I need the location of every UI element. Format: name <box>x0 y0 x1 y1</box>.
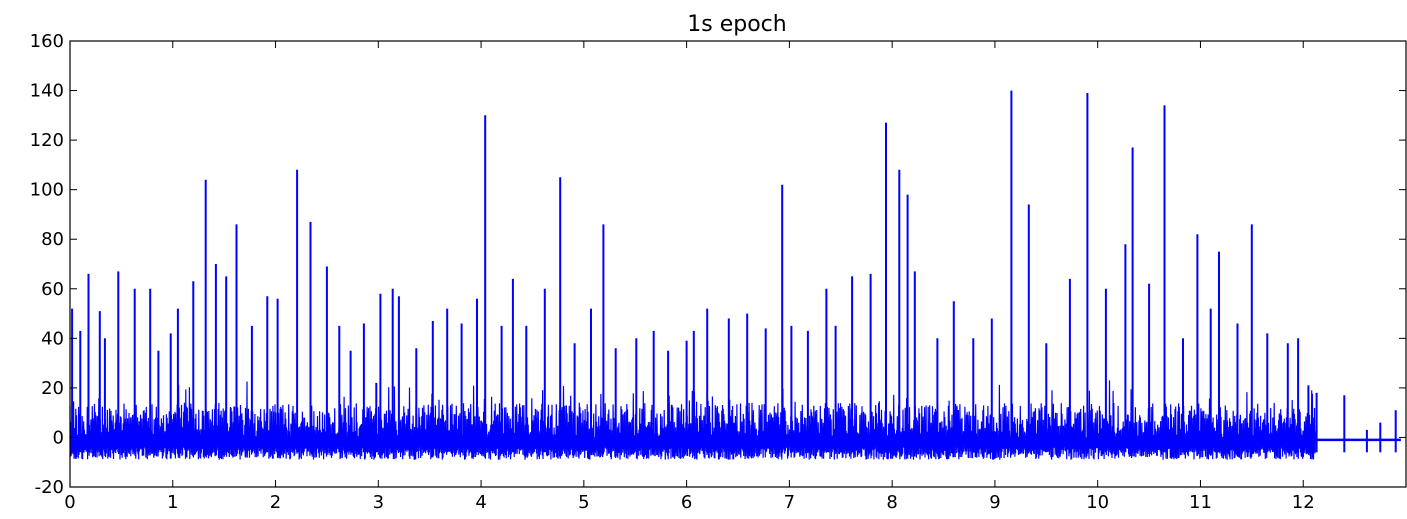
y-tick-label: 100 <box>30 180 64 201</box>
x-tick-label: 12 <box>1292 492 1315 513</box>
x-tick-label: 3 <box>373 492 384 513</box>
x-tick-label: 5 <box>578 492 589 513</box>
x-tick-label: 1 <box>167 492 178 513</box>
y-tick-label: 120 <box>30 130 64 151</box>
y-tick-label: 140 <box>30 81 64 102</box>
plot-frame <box>69 40 1407 488</box>
y-tick-label: 160 <box>30 31 64 52</box>
y-tick-label: 40 <box>41 328 64 349</box>
series-layer <box>69 90 1401 460</box>
x-tick-label: 0 <box>64 492 75 513</box>
x-tick-label: 7 <box>784 492 795 513</box>
x-tick-label: 9 <box>989 492 1000 513</box>
x-tick-label: 11 <box>1189 492 1212 513</box>
y-tick-label: 80 <box>41 229 64 250</box>
y-tick-label: 60 <box>41 279 64 300</box>
x-tick-label: 4 <box>475 492 486 513</box>
x-tick-label: 8 <box>886 492 897 513</box>
x-tick-label: 10 <box>1086 492 1109 513</box>
series-line <box>69 380 1316 460</box>
x-tick-label: 6 <box>681 492 692 513</box>
x-tick-label: 2 <box>270 492 281 513</box>
chart-title: 1s epoch <box>687 12 786 37</box>
y-tick-label: 0 <box>53 427 64 448</box>
y-tick-label: 20 <box>41 378 64 399</box>
y-tick-label: -20 <box>35 477 64 498</box>
